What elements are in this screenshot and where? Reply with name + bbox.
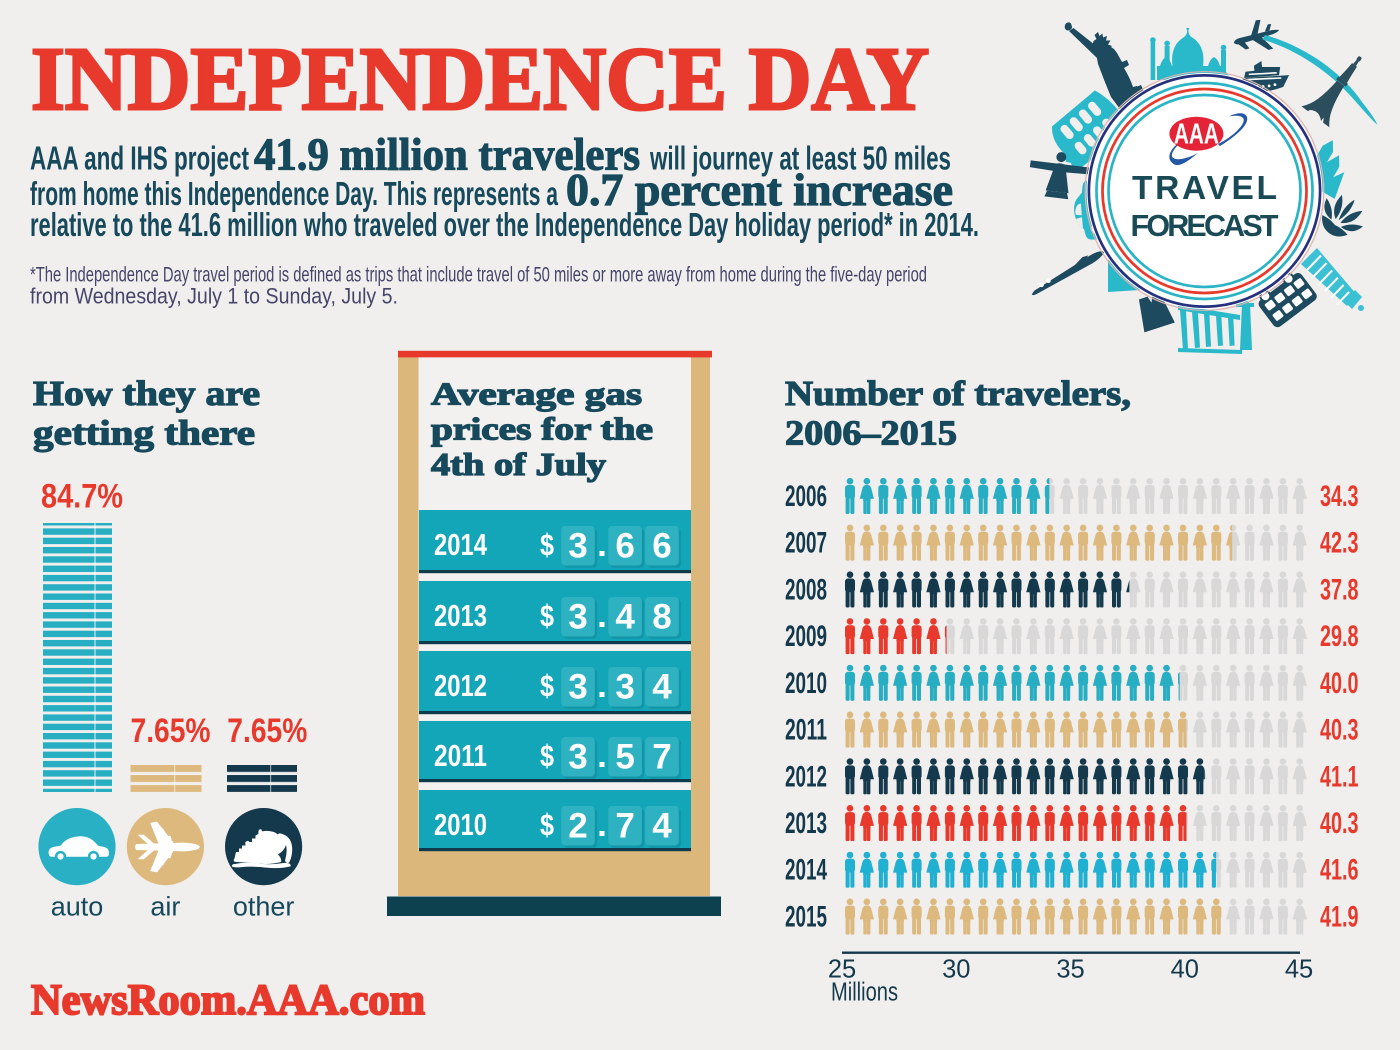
svg-text:0.7 percent increase: 0.7 percent increase [566, 164, 953, 215]
svg-text:41.9 million travelers: 41.9 million travelers [254, 128, 640, 179]
svg-text:from Wednesday, July 1 to Sund: from Wednesday, July 1 to Sunday, July 5… [30, 284, 398, 309]
svg-text:2012: 2012 [785, 760, 827, 793]
svg-text:prices for the: prices for the [431, 412, 653, 447]
svg-text:AAA and IHS project: AAA and IHS project [30, 139, 249, 176]
svg-text:NewsRoom.AAA.com: NewsRoom.AAA.com [31, 977, 425, 1024]
svg-text:2014: 2014 [434, 527, 488, 562]
svg-text:getting there: getting there [33, 414, 255, 453]
svg-text:40: 40 [1171, 955, 1199, 983]
svg-text:from home this Independence Da: from home this Independence Day. This re… [30, 175, 558, 212]
svg-text:2013: 2013 [434, 598, 487, 633]
svg-text:40.3: 40.3 [1320, 714, 1359, 747]
svg-text:$: $ [540, 527, 554, 562]
svg-text:4: 4 [652, 668, 672, 707]
svg-text:7: 7 [615, 807, 634, 846]
svg-text:*The Independence Day travel p: *The Independence Day travel period is d… [30, 262, 927, 286]
svg-text:$: $ [540, 807, 554, 842]
svg-text:$: $ [540, 668, 554, 703]
svg-text:2009: 2009 [785, 620, 827, 653]
svg-text:37.8: 37.8 [1320, 573, 1359, 606]
svg-text:2006–2015: 2006–2015 [785, 414, 957, 453]
svg-text:2015: 2015 [785, 901, 827, 934]
svg-text:6: 6 [615, 527, 634, 566]
svg-text:29.8: 29.8 [1320, 620, 1359, 653]
svg-text:7.65%: 7.65% [227, 712, 307, 750]
svg-text:84.7%: 84.7% [41, 478, 123, 516]
svg-text:2010: 2010 [434, 807, 487, 842]
svg-text:41.9: 41.9 [1320, 901, 1359, 934]
svg-text:7.65%: 7.65% [131, 712, 211, 750]
svg-text:INDEPENDENCE DAY: INDEPENDENCE DAY [31, 30, 929, 129]
svg-text:3: 3 [568, 527, 587, 566]
svg-text:How they are: How they are [33, 374, 260, 413]
svg-text:2008: 2008 [785, 573, 827, 606]
svg-text:7: 7 [652, 738, 671, 777]
svg-text:40.0: 40.0 [1320, 667, 1359, 700]
svg-text:2011: 2011 [785, 714, 827, 747]
svg-text:auto: auto [51, 891, 104, 921]
svg-text:3: 3 [568, 668, 587, 707]
svg-text:8: 8 [652, 598, 671, 637]
svg-text:Number of travelers,: Number of travelers, [785, 374, 1131, 413]
svg-text:2010: 2010 [785, 667, 827, 700]
svg-text:3: 3 [568, 598, 587, 637]
svg-text:6: 6 [652, 527, 671, 566]
svg-text:35: 35 [1056, 955, 1084, 983]
svg-text:air: air [150, 891, 180, 921]
svg-text:42.3: 42.3 [1320, 527, 1359, 560]
svg-text:AAA: AAA [1174, 119, 1219, 151]
svg-text:4th of July: 4th of July [431, 447, 606, 482]
svg-text:2014: 2014 [785, 854, 827, 887]
svg-text:Millions: Millions [831, 979, 898, 1007]
svg-text:2011: 2011 [434, 738, 487, 773]
svg-text:30: 30 [942, 955, 970, 983]
svg-text:$: $ [540, 598, 554, 633]
svg-text:2012: 2012 [434, 668, 487, 703]
svg-text:Average gas: Average gas [431, 376, 642, 411]
svg-text:4: 4 [615, 598, 635, 637]
svg-text:5: 5 [615, 738, 634, 777]
svg-text:41.6: 41.6 [1320, 854, 1359, 887]
svg-text:2007: 2007 [785, 527, 827, 560]
svg-text:2013: 2013 [785, 807, 827, 840]
svg-text:41.1: 41.1 [1320, 760, 1359, 793]
svg-text:$: $ [540, 738, 554, 773]
svg-text:25: 25 [828, 955, 856, 983]
svg-text:2: 2 [568, 807, 587, 846]
svg-text:40.3: 40.3 [1320, 807, 1359, 840]
svg-text:will journey at least 50 miles: will journey at least 50 miles [649, 139, 951, 176]
svg-text:other: other [233, 891, 295, 921]
svg-text:2006: 2006 [785, 480, 827, 513]
svg-text:4: 4 [652, 807, 672, 846]
svg-text:45: 45 [1285, 955, 1313, 983]
svg-text:relative to the 41.6 million w: relative to the 41.6 million who travele… [30, 206, 979, 243]
svg-text:34.3: 34.3 [1320, 480, 1359, 513]
svg-text:3: 3 [615, 668, 634, 707]
svg-text:FORECAST: FORECAST [1131, 209, 1279, 243]
svg-text:3: 3 [568, 738, 587, 777]
